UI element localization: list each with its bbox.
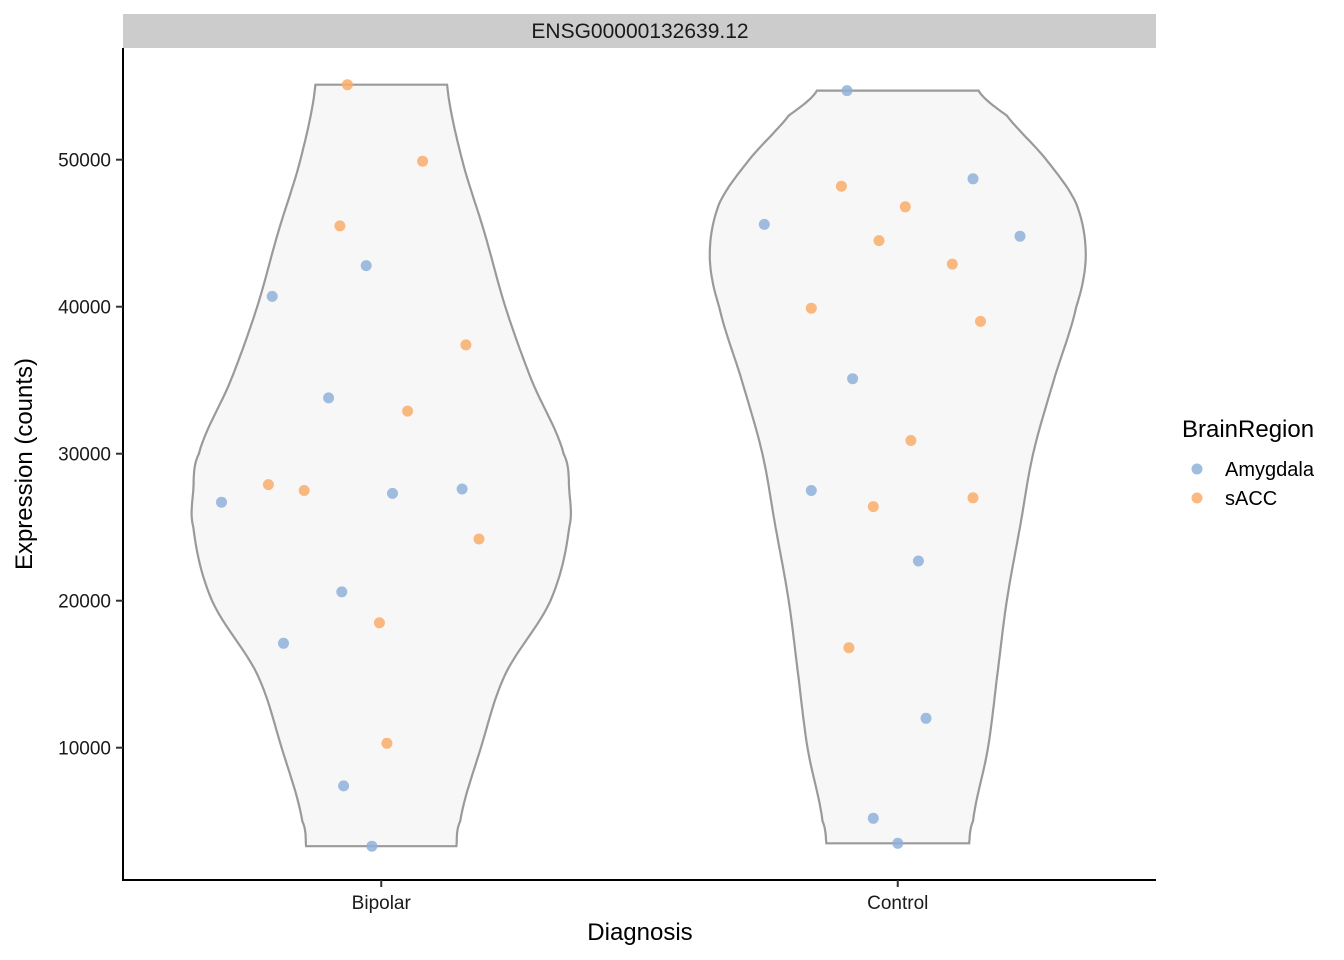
data-point <box>892 837 904 849</box>
data-point <box>847 373 859 385</box>
data-point <box>387 487 398 499</box>
data-point <box>899 201 911 213</box>
violins-layer <box>190 83 1087 848</box>
data-point <box>835 180 847 192</box>
data-point <box>867 501 879 513</box>
data-point <box>417 155 429 167</box>
y-tick-label: 50000 <box>58 151 111 172</box>
y-tick-label: 20000 <box>58 592 111 613</box>
facet-strip <box>123 14 1156 48</box>
data-point <box>912 555 924 567</box>
data-point <box>298 485 310 496</box>
data-point <box>905 435 917 446</box>
data-point <box>360 260 372 272</box>
data-point <box>341 79 353 91</box>
data-point <box>262 479 274 491</box>
data-point <box>216 496 227 508</box>
data-point <box>1014 230 1026 242</box>
data-point <box>920 712 932 724</box>
data-point <box>473 533 485 545</box>
data-point <box>266 290 278 302</box>
points-layer <box>216 79 1026 852</box>
x-axis-title: Diagnosis <box>587 919 692 946</box>
legend: BrainRegion Amygdala sACC <box>1182 416 1315 510</box>
violin-control <box>708 89 1087 845</box>
x-tick-label: Bipolar <box>352 893 412 914</box>
y-axis-ticks: 10000 20000 30000 40000 50000 <box>58 151 123 760</box>
data-point <box>758 218 770 230</box>
x-tick-label: Control <box>867 893 928 914</box>
data-point <box>946 258 958 270</box>
legend-entries: Amygdala sACC <box>1191 459 1315 510</box>
data-point <box>366 840 378 852</box>
y-tick-label: 40000 <box>58 298 111 319</box>
y-tick-label: 10000 <box>58 739 111 760</box>
data-point <box>323 392 335 404</box>
data-point <box>873 235 885 247</box>
data-point <box>867 812 879 824</box>
data-point <box>373 617 385 629</box>
legend-label: Amygdala <box>1225 459 1315 481</box>
data-point <box>841 85 853 97</box>
data-point <box>402 405 414 417</box>
legend-label: sACC <box>1225 488 1277 510</box>
data-point <box>334 220 346 232</box>
data-point <box>278 637 289 649</box>
data-point <box>975 315 986 327</box>
legend-title: BrainRegion <box>1182 416 1314 443</box>
data-point <box>967 173 979 185</box>
data-point <box>805 485 817 496</box>
y-tick-label: 30000 <box>58 445 111 466</box>
legend-key <box>1191 463 1203 475</box>
data-point <box>967 492 979 504</box>
data-point <box>336 586 348 598</box>
violin-bipolar <box>190 83 572 848</box>
legend-key <box>1191 492 1203 504</box>
data-point <box>460 339 472 351</box>
data-point <box>381 737 393 749</box>
data-point <box>338 780 350 792</box>
x-axis-ticks: Bipolar Control <box>352 880 928 914</box>
data-point <box>805 302 817 314</box>
data-point <box>456 483 468 495</box>
y-axis-title: Expression (counts) <box>11 358 38 570</box>
facet-title: ENSG00000132639.12 <box>531 20 748 43</box>
data-point <box>843 642 855 654</box>
